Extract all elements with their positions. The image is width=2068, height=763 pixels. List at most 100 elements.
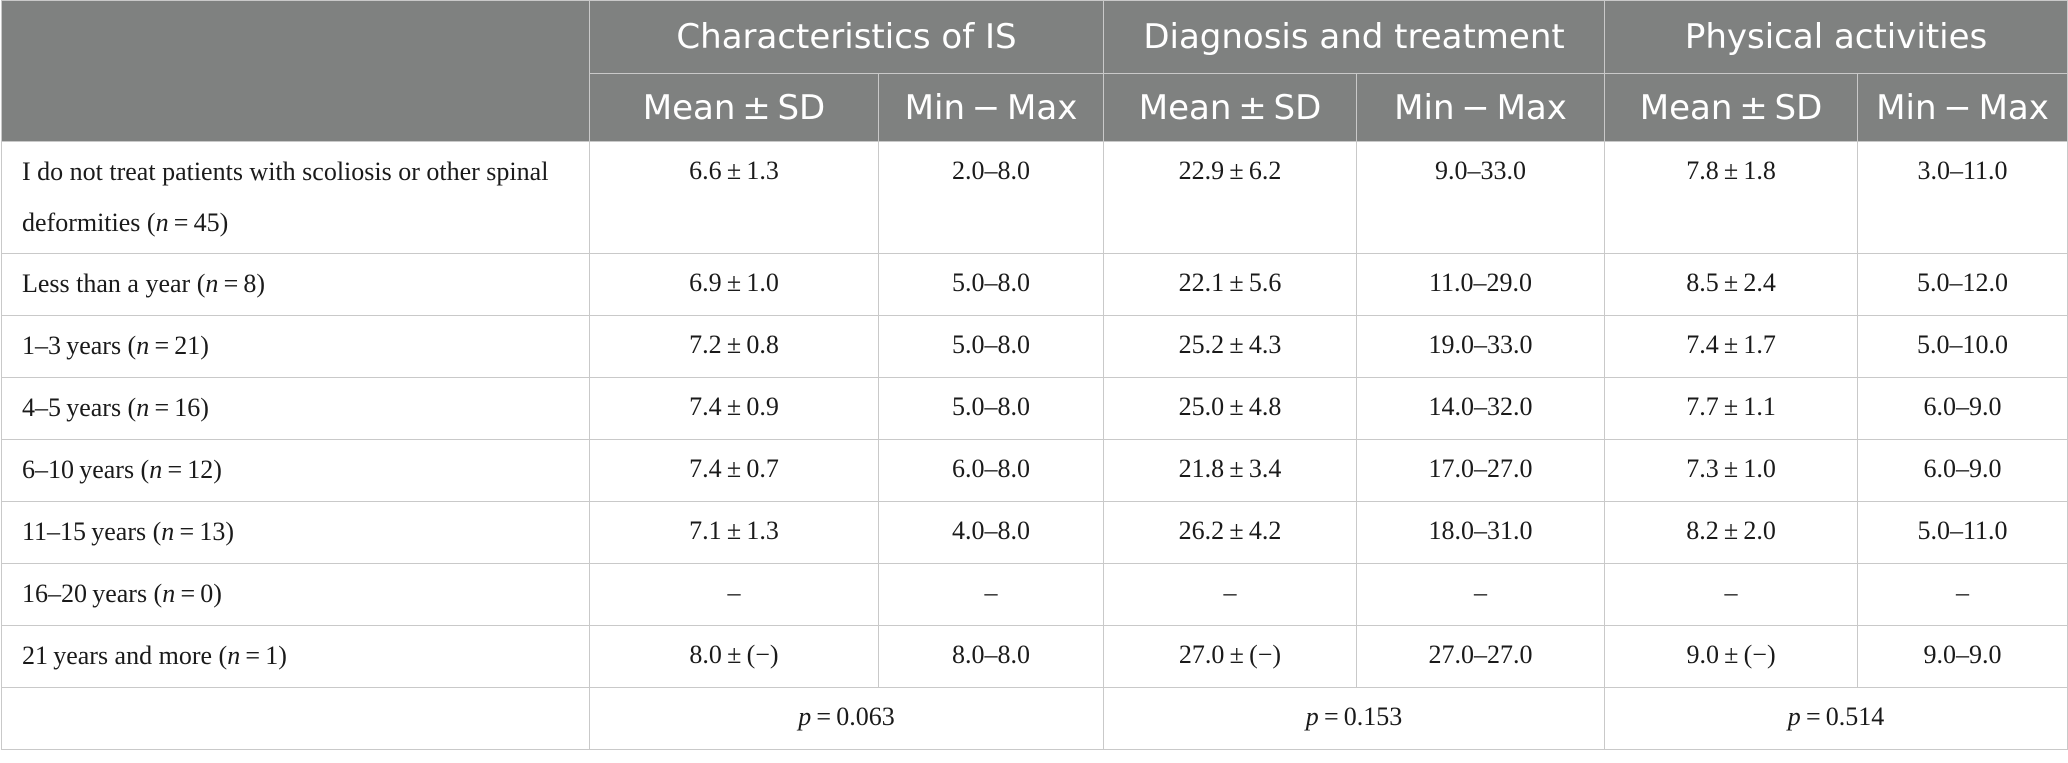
row-label-count: = 21) xyxy=(149,331,209,360)
table-cell: 6.6 ± 1.3 xyxy=(589,141,879,254)
row-label: 4–5 years (n = 16) xyxy=(1,377,590,440)
n-symbol: n xyxy=(227,641,241,670)
row-label-count: = 45) xyxy=(168,208,229,237)
row-label: 1–3 years (n = 21) xyxy=(1,315,590,378)
row-label: I do not treat patients with scoliosis o… xyxy=(1,141,590,254)
header-corner-cell xyxy=(1,0,590,142)
p-symbol: p xyxy=(798,702,812,731)
row-label-count: = 12) xyxy=(162,455,222,484)
table-cell: 7.3 ± 1.0 xyxy=(1604,439,1859,502)
row-label-text: I do not treat patients with scoliosis o… xyxy=(22,157,549,237)
row-label-text: 11–15 years ( xyxy=(22,517,162,546)
table-cell: 2.0–8.0 xyxy=(877,141,1105,254)
header-group-row: Characteristics of IS Diagnosis and trea… xyxy=(1,0,2068,142)
table-row: 21 years and more (n = 1) 8.0 ± (−) 8.0–… xyxy=(1,625,2068,688)
table-row: 16–20 years (n = 0) – – – – – – xyxy=(1,563,2068,626)
table-cell: 9.0–9.0 xyxy=(1857,625,2068,688)
row-label-count: = 16) xyxy=(149,393,209,422)
table-row: 11–15 years (n = 13) 7.1 ± 1.3 4.0–8.0 2… xyxy=(1,501,2068,564)
p-value: = 0.514 xyxy=(1800,702,1885,731)
table-cell: 27.0–27.0 xyxy=(1356,625,1606,688)
table-cell: 5.0–12.0 xyxy=(1857,253,2068,316)
row-label-count: = 0) xyxy=(175,579,222,608)
table-cell: 5.0–8.0 xyxy=(877,377,1105,440)
n-symbol: n xyxy=(161,517,175,546)
table-cell: 4.0–8.0 xyxy=(877,501,1105,564)
table-cell: 7.1 ± 1.3 xyxy=(589,501,879,564)
p-value: = 0.153 xyxy=(1318,702,1403,731)
header-subcolumn: Min − Max xyxy=(1857,73,2068,142)
row-label-count: = 1) xyxy=(240,641,287,670)
p-value: = 0.063 xyxy=(811,702,895,731)
table-header: Characteristics of IS Diagnosis and trea… xyxy=(1,0,2068,142)
p-value-physical: p = 0.514 xyxy=(1604,687,2068,750)
n-symbol: n xyxy=(136,331,150,360)
table-cell: 19.0–33.0 xyxy=(1356,315,1606,378)
table-cell: 6.0–8.0 xyxy=(877,439,1105,502)
table-cell: 21.8 ± 3.4 xyxy=(1103,439,1358,502)
table-cell: 17.0–27.0 xyxy=(1356,439,1606,502)
header-subcolumn: Mean ± SD xyxy=(1103,73,1358,142)
n-symbol: n xyxy=(136,393,150,422)
table-cell: 9.0 ± (−) xyxy=(1604,625,1859,688)
table-cell: – xyxy=(1356,563,1606,626)
table-cell: 5.0–11.0 xyxy=(1857,501,2068,564)
header-subcolumn: Min − Max xyxy=(1356,73,1606,142)
row-label: 11–15 years (n = 13) xyxy=(1,501,590,564)
row-label-text: Less than a year ( xyxy=(22,269,206,298)
table-cell: 8.0–8.0 xyxy=(877,625,1105,688)
table-body: I do not treat patients with scoliosis o… xyxy=(1,141,2068,750)
p-value-row-label xyxy=(1,687,590,750)
p-value-characteristics: p = 0.063 xyxy=(588,687,1105,750)
row-label: 16–20 years (n = 0) xyxy=(1,563,590,626)
row-label: 6–10 years (n = 12) xyxy=(1,439,590,502)
row-label: 21 years and more (n = 1) xyxy=(1,625,590,688)
table-cell: 9.0–33.0 xyxy=(1356,141,1606,254)
table-cell: 6.0–9.0 xyxy=(1857,377,2068,440)
table-row: Less than a year (n = 8) 6.9 ± 1.0 5.0–8… xyxy=(1,253,2068,316)
table-cell: 7.2 ± 0.8 xyxy=(589,315,879,378)
header-sub-row: Mean ± SD Min − Max Mean ± SD Min − Max … xyxy=(2,73,2068,142)
table-cell: 3.0–11.0 xyxy=(1857,141,2068,254)
header-subcolumn: Mean ± SD xyxy=(589,73,879,142)
p-symbol: p xyxy=(1305,702,1319,731)
table-cell: 22.9 ± 6.2 xyxy=(1103,141,1358,254)
header-group-characteristics: Characteristics of IS xyxy=(588,0,1105,74)
header-group-diagnosis: Diagnosis and treatment xyxy=(1103,0,1606,74)
table-cell: – xyxy=(1857,563,2068,626)
table-cell: 26.2 ± 4.2 xyxy=(1103,501,1358,564)
table-cell: 27.0 ± (−) xyxy=(1103,625,1358,688)
row-label-text: 16–20 years ( xyxy=(22,579,163,608)
n-symbol: n xyxy=(162,579,176,608)
row-label-text: 6–10 years ( xyxy=(22,455,150,484)
table-cell: 18.0–31.0 xyxy=(1356,501,1606,564)
table-cell: 8.2 ± 2.0 xyxy=(1604,501,1859,564)
n-symbol: n xyxy=(205,269,219,298)
n-symbol: n xyxy=(155,208,169,237)
table-cell: 7.8 ± 1.8 xyxy=(1604,141,1859,254)
table-row: 1–3 years (n = 21) 7.2 ± 0.8 5.0–8.0 25.… xyxy=(1,315,2068,378)
row-label-text: 4–5 years ( xyxy=(22,393,137,422)
table-row: I do not treat patients with scoliosis o… xyxy=(1,141,2068,254)
row-label-text: 21 years and more ( xyxy=(22,641,228,670)
table-cell: – xyxy=(877,563,1105,626)
table-cell: 22.1 ± 5.6 xyxy=(1103,253,1358,316)
table-cell: 11.0–29.0 xyxy=(1356,253,1606,316)
n-symbol: n xyxy=(149,455,163,484)
table-cell: 7.4 ± 0.9 xyxy=(589,377,879,440)
table-cell: 6.9 ± 1.0 xyxy=(589,253,879,316)
row-label-count: = 13) xyxy=(174,517,234,546)
table-cell: – xyxy=(589,563,879,626)
table-row: 6–10 years (n = 12) 7.4 ± 0.7 6.0–8.0 21… xyxy=(1,439,2068,502)
p-symbol: p xyxy=(1787,702,1801,731)
table-cell: 6.0–9.0 xyxy=(1857,439,2068,502)
table-cell: 5.0–10.0 xyxy=(1857,315,2068,378)
table-cell: 7.7 ± 1.1 xyxy=(1604,377,1859,440)
header-subcolumn: Mean ± SD xyxy=(1604,73,1859,142)
p-value-row: p = 0.063 p = 0.153 p = 0.514 xyxy=(1,687,2068,750)
table-cell: 8.0 ± (−) xyxy=(589,625,879,688)
table-cell: 25.0 ± 4.8 xyxy=(1103,377,1358,440)
row-label-count: = 8) xyxy=(218,269,266,298)
table-cell: 8.5 ± 2.4 xyxy=(1604,253,1859,316)
